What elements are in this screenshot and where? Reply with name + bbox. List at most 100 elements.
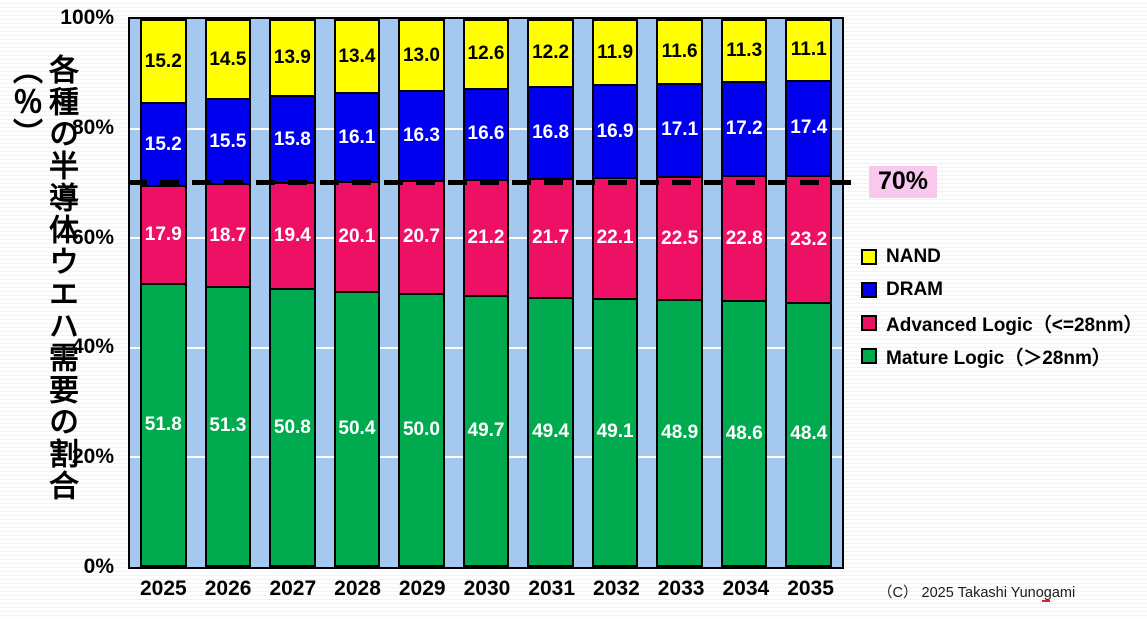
x-tick-label: 2035 [787, 577, 834, 600]
bar-segment: 15.2 [140, 102, 187, 186]
y-tick-label: 0% [83, 555, 114, 578]
bar-value-label: 11.3 [726, 39, 763, 61]
bar-segment: 11.3 [720, 19, 768, 81]
x-axis-labels: 2025 2026 2027 2028 2029 2030 2031 2032 2033 2034… [128, 577, 844, 601]
bar-value-label: 50.4 [338, 417, 376, 439]
bar-2027: 13.9 15.8 19.4 50.8 [269, 19, 316, 567]
y-tick-label: 60% [71, 225, 114, 249]
bar-value-label: 15.8 [273, 128, 311, 150]
bar-value-label: 16.3 [402, 124, 440, 146]
bar-segment: 15.2 [140, 19, 187, 103]
y-axis-title: 各種の半導体ウエハ需要の割合（％） [8, 54, 77, 502]
bar-value-label: 16.8 [532, 121, 570, 143]
bar-segment: 11.9 [591, 19, 639, 85]
x-tick-label: 2030 [463, 577, 511, 600]
bar-segment: 50.8 [269, 288, 316, 567]
bar-value-label: 49.7 [467, 419, 505, 441]
bar-segment: 22.1 [591, 176, 639, 298]
y-tick-label: 20% [71, 445, 114, 469]
bar-segment: 17.2 [720, 80, 768, 176]
bar-value-label: 18.7 [209, 224, 247, 246]
bar-segment: 13.9 [269, 19, 316, 96]
bar-value-label: 11.1 [790, 39, 827, 61]
bar-segment: 50.0 [398, 292, 445, 567]
bar-2026: 14.5 15.5 18.7 51.3 [204, 19, 252, 567]
bar-value-label: 51.3 [209, 415, 247, 437]
bar-value-label: 15.2 [144, 133, 182, 155]
bar-value-label: 11.6 [661, 40, 698, 62]
spellcheck-squiggle [1042, 600, 1050, 602]
bar-segment: 16.8 [527, 85, 574, 178]
legend-label: NAND [886, 246, 941, 267]
bar-segment: 48.6 [720, 300, 768, 567]
bar-segment: 51.8 [140, 283, 187, 567]
bar-segment: 16.3 [398, 90, 445, 180]
bar-2033: 11.6 17.1 22.5 48.9 [656, 19, 703, 567]
bar-value-label: 20.1 [338, 225, 376, 247]
bar-segment: 13.0 [398, 19, 445, 91]
bar-value-label: 51.8 [144, 414, 182, 436]
bar-segment: 18.7 [204, 183, 252, 286]
bar-segment: 17.4 [785, 79, 833, 176]
x-tick-label: 2028 [334, 577, 381, 600]
bar-value-label: 17.4 [790, 117, 828, 139]
bar-segment: 12.2 [527, 19, 574, 86]
x-tick-label: 2031 [528, 577, 576, 600]
bar-segment: 13.4 [333, 19, 381, 93]
x-tick-label: 2034 [722, 577, 770, 600]
bar-segment: 14.5 [204, 19, 252, 99]
bar-segment: 15.8 [269, 95, 316, 182]
bar-segment: 16.1 [333, 92, 381, 181]
x-tick-label: 2032 [593, 577, 640, 600]
bar-2032: 11.9 16.9 22.1 49.1 [591, 19, 639, 567]
bar-value-label: 13.9 [273, 47, 311, 69]
x-tick-label: 2033 [657, 577, 705, 600]
bar-segment: 15.5 [204, 98, 252, 184]
legend-swatch [861, 348, 877, 364]
legend-item: Advanced Logic（<=28nm） [861, 312, 1143, 336]
bar-value-label: 50.0 [402, 418, 440, 440]
bar-segment: 22.5 [656, 176, 703, 300]
bar-2030: 12.6 16.6 21.2 49.7 [462, 19, 510, 567]
bar-value-label: 13.0 [402, 44, 440, 66]
legend-swatch [861, 249, 877, 265]
legend-label: Mature Logic（＞28nm） [886, 347, 1111, 369]
bar-value-label: 20.7 [402, 226, 440, 248]
legend-swatch [861, 282, 877, 298]
bar-segment: 23.2 [785, 175, 833, 303]
bar-segment: 17.1 [656, 82, 703, 177]
bar-2031: 12.2 16.8 21.7 49.4 [527, 19, 574, 567]
bar-value-label: 21.7 [532, 227, 570, 249]
bar-segment: 16.9 [591, 84, 639, 177]
bar-value-label: 22.8 [725, 227, 763, 249]
bar-value-label: 16.1 [338, 126, 376, 148]
bar-2028: 13.4 16.1 20.1 50.4 [333, 19, 381, 567]
legend-swatch [861, 315, 877, 331]
bar-value-label: 21.2 [467, 226, 505, 248]
bar-segment: 16.6 [462, 87, 510, 179]
y-tick-label: 100% [60, 6, 114, 29]
bar-segment: 20.1 [333, 180, 381, 291]
bar-segment: 21.2 [462, 178, 510, 295]
bar-value-label: 50.8 [273, 416, 311, 438]
bar-segment: 11.6 [656, 19, 703, 83]
bar-value-label: 13.4 [338, 45, 376, 67]
bar-value-label: 12.2 [532, 42, 570, 64]
bar-value-label: 11.9 [597, 41, 634, 63]
bar-segment: 17.9 [140, 185, 187, 284]
bar-value-label: 16.6 [467, 123, 505, 145]
plot-area: 15.2 15.2 17.9 51.8 14.5 15.5 18.7 51.3 13.9 15.8… [128, 17, 844, 569]
bar-segment: 51.3 [204, 285, 252, 567]
legend-item: DRAM [861, 279, 1143, 301]
x-tick-label: 2026 [204, 577, 252, 600]
bar-segment: 22.8 [720, 175, 768, 301]
reference-line-label: 70% [869, 166, 938, 198]
bar-value-label: 49.4 [532, 420, 570, 442]
bar-segment: 50.4 [333, 290, 381, 567]
bar-value-label: 22.5 [661, 227, 699, 249]
bar-value-label: 23.2 [790, 228, 828, 250]
x-tick-label: 2027 [269, 577, 317, 600]
bar-segment: 48.9 [656, 299, 703, 567]
bar-value-label: 15.2 [144, 50, 182, 72]
